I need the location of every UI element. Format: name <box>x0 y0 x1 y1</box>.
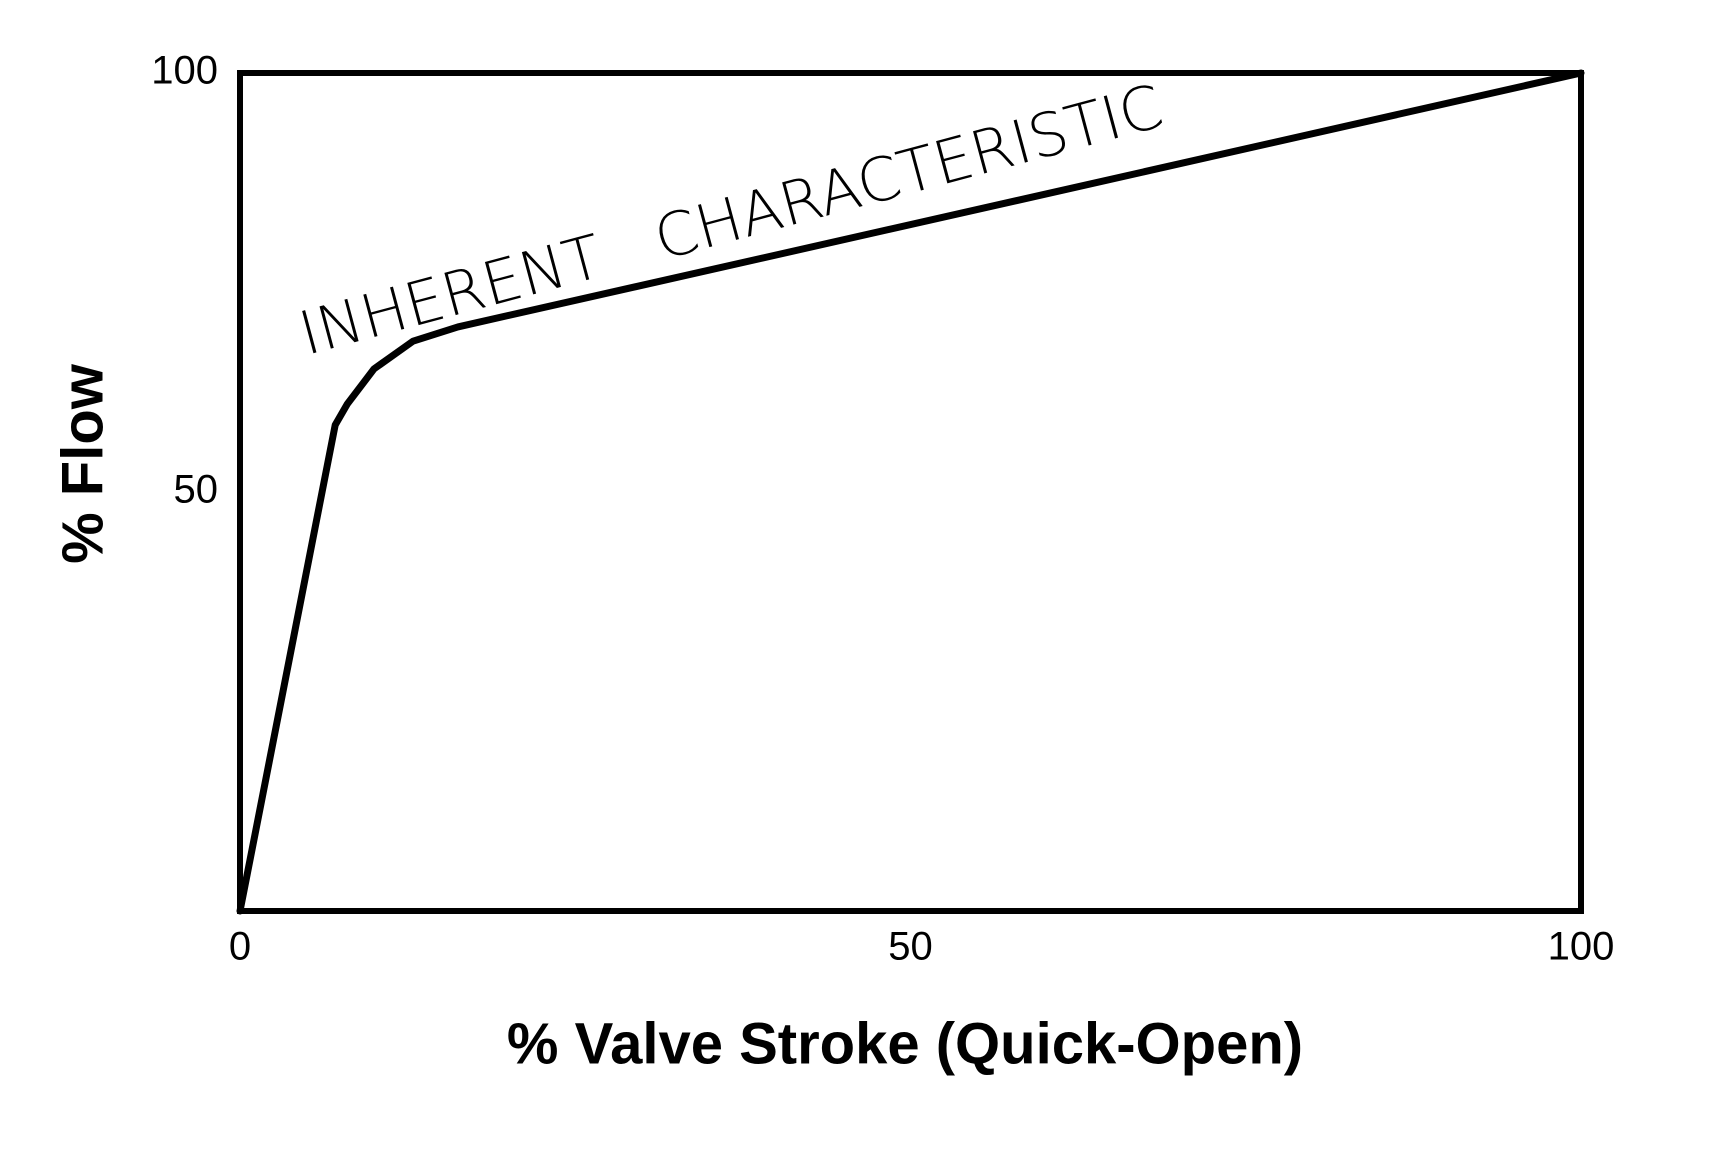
curve-annotation: INHERENT CHARACTERISTIC <box>292 72 1170 370</box>
x-tick-label: 0 <box>229 925 251 969</box>
x-tick-label: 50 <box>888 925 933 969</box>
x-axis-title: % Valve Stroke (Quick-Open) <box>507 1011 1303 1076</box>
x-tick-label: 100 <box>1548 925 1615 969</box>
y-axis-title: % Flow <box>50 363 115 564</box>
y-tick-label: 50 <box>174 468 219 512</box>
y-tick-label: 100 <box>151 49 218 93</box>
plot-frame <box>237 70 1584 914</box>
flow-curve <box>236 69 1585 915</box>
